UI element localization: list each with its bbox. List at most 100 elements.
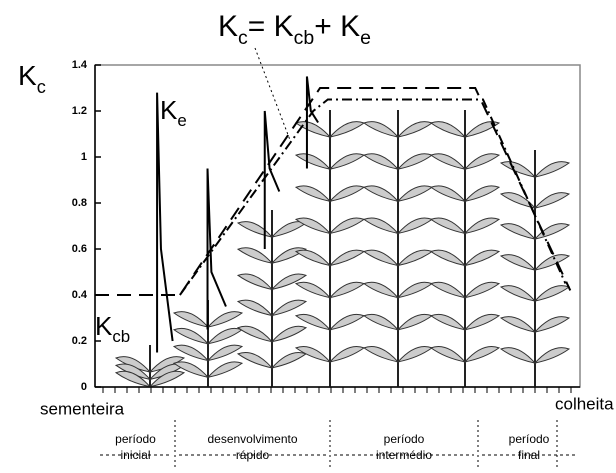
plant-leaf bbox=[236, 299, 274, 317]
plant-leaf bbox=[429, 249, 467, 267]
series-line bbox=[156, 76, 319, 353]
y-tick-label: 1 bbox=[81, 151, 87, 163]
y-tick-label: 0.6 bbox=[72, 243, 87, 255]
plant-leaf bbox=[499, 254, 537, 271]
plant-leaf bbox=[294, 346, 332, 363]
equation-pointer bbox=[254, 47, 291, 141]
kcb-label-part: K bbox=[95, 311, 113, 341]
stage-label: desenvolvimento bbox=[207, 432, 297, 446]
kcb-label-part: cb bbox=[112, 327, 130, 346]
plant-leaf bbox=[172, 361, 210, 379]
plant-leaf bbox=[463, 121, 501, 138]
plant-leaf bbox=[463, 249, 501, 267]
plant-leaf bbox=[206, 361, 244, 379]
plant-leaf bbox=[270, 299, 308, 317]
ke-label-part: K bbox=[160, 95, 178, 125]
plant-leaf bbox=[362, 153, 400, 170]
plant-leaf bbox=[463, 217, 501, 235]
plant-leaf bbox=[362, 217, 400, 235]
plant-leaf bbox=[362, 281, 400, 299]
plant-leaf bbox=[429, 121, 467, 138]
y-tick-label: 1.2 bbox=[72, 105, 87, 117]
y-tick-label: 0.8 bbox=[72, 197, 87, 209]
plant-leaf bbox=[114, 370, 152, 388]
plant-leaf bbox=[206, 344, 244, 362]
y-axis-label-part: K bbox=[18, 60, 37, 91]
y-tick-label: 1.4 bbox=[72, 59, 88, 71]
y-tick-label: 0.4 bbox=[72, 289, 88, 301]
plant-leaf bbox=[429, 217, 467, 235]
equation-part: K bbox=[218, 10, 238, 43]
plant-leaf bbox=[236, 325, 274, 343]
series-line bbox=[95, 87, 572, 296]
plant-leaf bbox=[236, 247, 274, 264]
plant-leaf bbox=[429, 313, 467, 331]
end-label: colheita bbox=[555, 394, 614, 413]
start-label: sementeira bbox=[40, 399, 125, 418]
stage-label: período bbox=[509, 432, 550, 446]
plant-leaf bbox=[499, 316, 537, 333]
plant-leaf bbox=[499, 161, 537, 178]
plant-leaf bbox=[172, 344, 210, 362]
kcb-label: Kcb bbox=[95, 311, 130, 346]
plant-leaf bbox=[533, 347, 571, 364]
equation-part: = K bbox=[248, 10, 294, 43]
plant-leaf bbox=[206, 311, 244, 328]
plant-leaf bbox=[463, 281, 501, 299]
stage-label: inicial bbox=[120, 448, 150, 462]
plant-leaf bbox=[294, 249, 332, 267]
plant-leaf bbox=[429, 281, 467, 299]
plant-leaf bbox=[429, 185, 467, 203]
stage-label: período bbox=[115, 432, 156, 446]
plant-leaf bbox=[270, 325, 308, 343]
plant-leaf bbox=[429, 153, 467, 170]
plant-illustrations bbox=[114, 110, 571, 388]
y-tick-label: 0 bbox=[81, 381, 87, 393]
equation-part: e bbox=[360, 27, 371, 49]
plant-leaf bbox=[533, 192, 571, 209]
equation: Kc= Kcb+ Ke bbox=[218, 10, 371, 49]
plant-leaf bbox=[533, 254, 571, 271]
plant-leaf bbox=[499, 192, 537, 209]
equation-part: c bbox=[238, 27, 248, 49]
plant-leaf bbox=[294, 281, 332, 299]
plant-leaf bbox=[270, 273, 308, 291]
plant-leaf bbox=[148, 370, 186, 388]
stage-label: intermédio bbox=[376, 448, 432, 462]
plant-leaf bbox=[236, 273, 274, 291]
plant-leaf bbox=[499, 223, 537, 240]
y-tick-label: 0.2 bbox=[72, 335, 87, 347]
plant-leaf bbox=[236, 221, 274, 238]
plant-leaf bbox=[429, 346, 467, 363]
equation-part: cb bbox=[294, 27, 315, 49]
plant-leaf bbox=[294, 185, 332, 203]
plant-leaf bbox=[362, 346, 400, 363]
plant-leaf bbox=[362, 121, 400, 138]
plant-leaf bbox=[463, 313, 501, 331]
plant-leaf bbox=[362, 185, 400, 203]
stage-label: final bbox=[518, 448, 540, 462]
plant-leaf bbox=[499, 347, 537, 364]
ke-label: Ke bbox=[160, 95, 187, 130]
y-axis-label: Kc bbox=[18, 60, 46, 96]
plant-leaf bbox=[533, 161, 571, 178]
y-axis-label-part: c bbox=[37, 77, 46, 97]
plant-leaf bbox=[463, 185, 501, 203]
plant-leaf bbox=[294, 313, 332, 331]
plant-leaf bbox=[362, 313, 400, 331]
plant-leaf bbox=[463, 153, 501, 170]
plant-leaf bbox=[172, 311, 210, 328]
plant-leaf bbox=[463, 346, 501, 363]
plant-leaf bbox=[499, 285, 537, 302]
plant-leaf bbox=[294, 153, 332, 170]
plant-leaf bbox=[236, 351, 274, 369]
equation-part: + K bbox=[314, 10, 360, 43]
stage-label: período bbox=[384, 432, 425, 446]
ke-label-part: e bbox=[177, 111, 186, 130]
series-line bbox=[179, 98, 567, 296]
plant-leaf bbox=[172, 327, 210, 345]
plant-leaf bbox=[362, 249, 400, 267]
plant-leaf bbox=[533, 316, 571, 333]
plant-leaf bbox=[294, 217, 332, 235]
